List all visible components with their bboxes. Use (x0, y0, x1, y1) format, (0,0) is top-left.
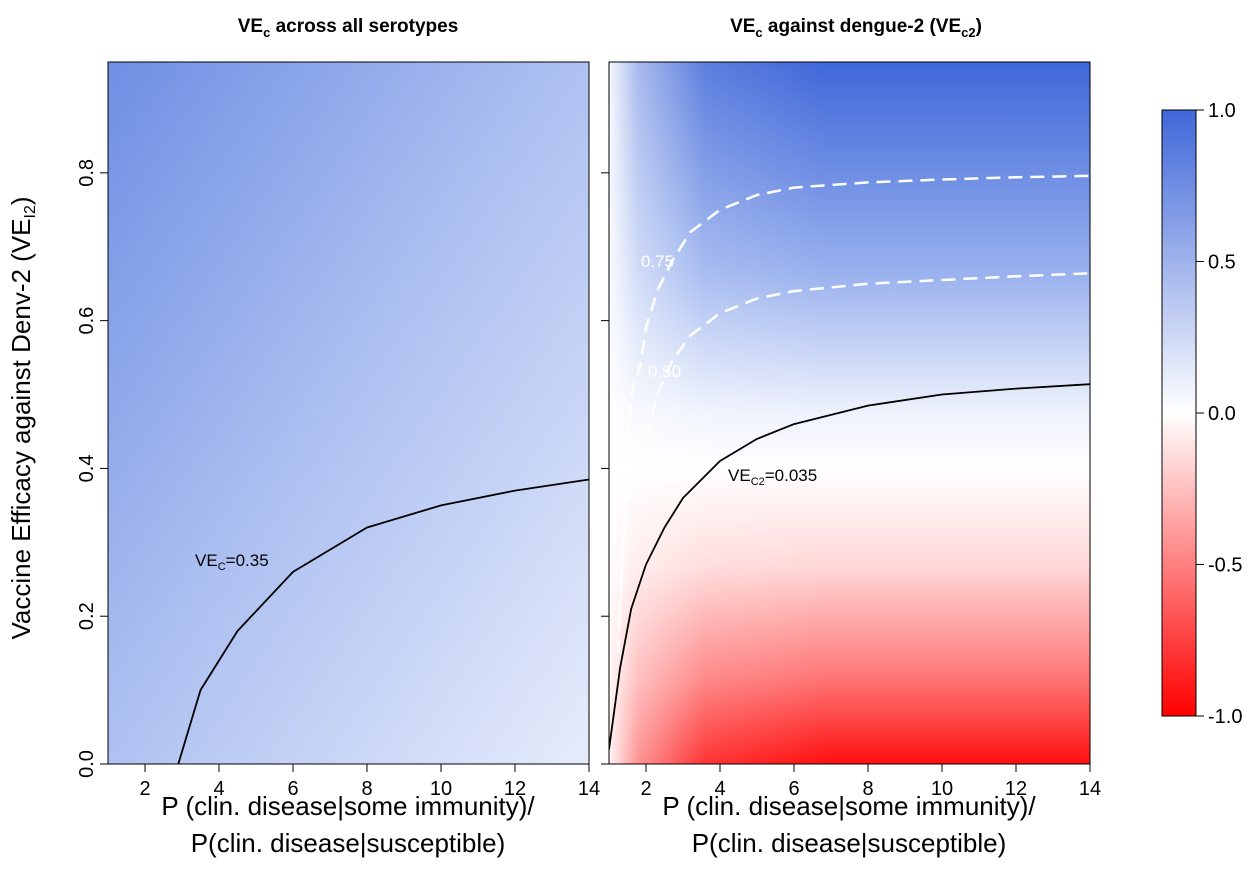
colorbar-tick-label: 0.5 (1208, 252, 1236, 274)
right-heatmap-overlay (609, 62, 1090, 764)
right-xlabel-line1: P (clin. disease|some immunity)/ (662, 791, 1036, 821)
right-y-ticks (601, 172, 609, 765)
contour-line-0-0 (177, 478, 589, 764)
left-y-axis: 0.0 0.2 0.4 0.6 0.8 (76, 159, 108, 778)
x-tick-label: 14 (1079, 778, 1101, 800)
colorbar-tick-label: -1.0 (1208, 706, 1242, 728)
contour-line-1-0 (609, 383, 1090, 750)
y-tick-label: 0.0 (76, 750, 98, 778)
colorbar-tick-label: 0.0 (1208, 403, 1236, 425)
x-tick-label: 12 (504, 778, 526, 800)
y-tick-label: 0.4 (76, 455, 98, 483)
x-tick-label: 6 (287, 778, 298, 800)
panel-left: VEc across all serotypes 2 4 6 8 10 12 14 0.00… (76, 16, 600, 858)
colorbar-tick-label: -0.5 (1208, 555, 1242, 577)
contour-line-1-2 (618, 174, 1090, 617)
y-tick-label: 0.8 (76, 159, 98, 187)
x-tick-label: 8 (361, 778, 372, 800)
colorbar-ticks: 1.0 0.5 0.0 -0.5 -1.0 (1196, 100, 1242, 728)
x-tick-label: 10 (430, 778, 452, 800)
right-contour-label-075: 0.75 (641, 252, 674, 271)
left-xlabel-line1: P (clin. disease|some immunity)/ (161, 791, 535, 821)
right-x-axis: 2 4 6 8 10 12 14 (640, 764, 1101, 800)
colorbar-bar (1161, 109, 1197, 717)
left-x-axis: 2 4 6 8 10 12 14 (139, 764, 600, 800)
panel-right: VEc against dengue-2 (VEc2) 2 4 6 8 10 12 14 P… (601, 16, 1101, 858)
right-contour-label-050: 0.50 (648, 362, 681, 381)
contour-line-1-1 (617, 272, 1090, 654)
y-axis-label: Vaccine Efficacy against Denv-2 (VEI2) (6, 196, 39, 639)
right-frame (608, 61, 1091, 765)
colorbar: 1.0 0.5 0.0 -0.5 -1.0 (1161, 100, 1242, 728)
x-tick-label: 2 (139, 778, 150, 800)
left-xlabel-line2: P(clin. disease|susceptible) (191, 828, 506, 858)
left-contours (177, 478, 589, 764)
x-tick-label: 10 (931, 778, 953, 800)
panel-left-title: VEc across all serotypes (238, 16, 459, 40)
left-contour-label: VEC=0.35 (195, 551, 269, 573)
right-contours (609, 174, 1090, 750)
x-tick-label: 4 (213, 778, 224, 800)
x-tick-label: 4 (714, 778, 725, 800)
x-tick-label: 8 (862, 778, 873, 800)
panel-right-title: VEc against dengue-2 (VEc2) (730, 16, 982, 40)
colorbar-tick-label: 1.0 (1208, 100, 1236, 122)
x-tick-label: 12 (1005, 778, 1027, 800)
right-xlabel-line2: P(clin. disease|susceptible) (692, 828, 1007, 858)
left-frame (107, 61, 590, 765)
right-contour-label-main: VEC2=0.035 (728, 466, 817, 488)
x-tick-label: 2 (640, 778, 651, 800)
y-tick-label: 0.2 (76, 602, 98, 630)
x-tick-label: 6 (788, 778, 799, 800)
left-heatmap (108, 62, 589, 764)
y-tick-label: 0.6 (76, 307, 98, 335)
x-tick-label: 14 (578, 778, 600, 800)
